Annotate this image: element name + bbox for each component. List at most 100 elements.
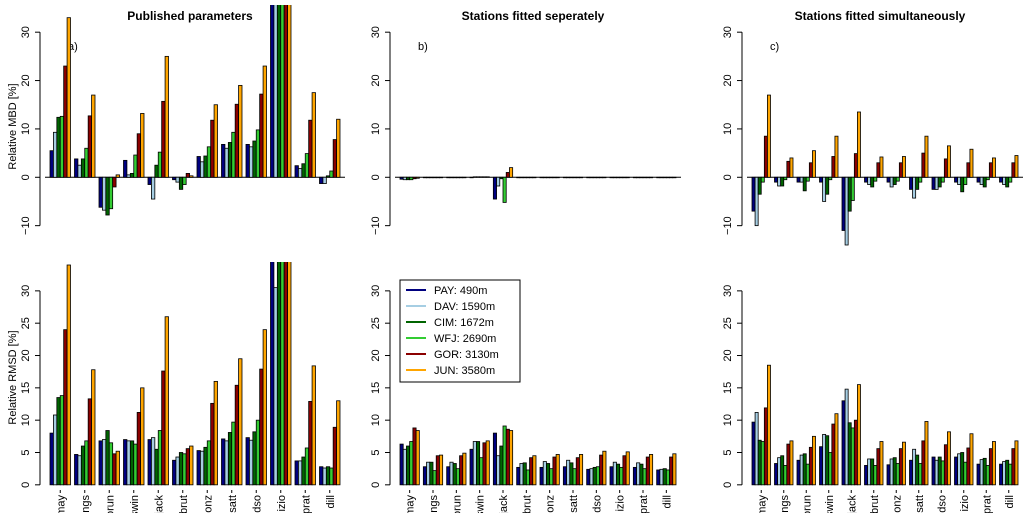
bar [902,442,905,485]
bar [500,446,503,485]
bar [92,370,95,485]
bar [587,469,590,485]
bar [503,177,506,202]
bar [305,154,308,178]
bar [992,442,995,485]
bar [288,252,291,485]
bar [806,177,809,181]
bar [1003,462,1006,485]
bar [298,461,301,485]
y-tick-label: 0 [20,174,32,180]
bar [416,431,419,485]
x-tick-label: izio [615,495,627,512]
bar [225,148,228,177]
bars [400,426,676,485]
x-tick-label: may [405,495,417,513]
bar [99,441,102,485]
x-tick-label: brut [869,495,881,513]
bar [253,141,256,177]
bar [845,389,848,485]
bar [92,95,95,177]
bars [50,3,340,215]
x-tick-label: onz [891,495,903,513]
x-tick-label: idso [251,495,263,513]
bar [842,401,845,485]
y-tick-label: 20 [20,74,32,86]
bar [176,457,179,485]
bar [298,169,301,178]
x-tick-label: idso [591,495,603,513]
bar [626,452,629,485]
x-tick-label: satt [227,495,239,513]
bar [124,440,127,485]
legend-label: GOR: 3130m [434,349,499,361]
bar [137,134,140,178]
bar [893,458,896,485]
bar [75,159,78,177]
bar [925,136,928,177]
bar [517,467,520,484]
bar [941,177,944,182]
bar [179,453,182,485]
bar [842,177,845,230]
bar [874,177,877,181]
bar [141,388,144,485]
bar [877,449,880,485]
bar [151,177,154,199]
y-tick-label: −10 [370,216,382,235]
y-tick-label: 15 [370,382,382,394]
bar [784,177,787,179]
bar [158,431,161,485]
bar [1012,163,1015,178]
bar [281,252,284,485]
bar [281,3,284,177]
bar [305,448,308,485]
bar [78,165,81,177]
bar [235,104,238,177]
bar [400,444,403,485]
bar [620,467,623,484]
bar [413,428,416,485]
bar [190,176,193,177]
bar [983,458,986,485]
bar [137,412,140,484]
bar [295,166,298,178]
bar [958,177,961,184]
bar [758,440,761,485]
bar [829,453,832,485]
bar [781,456,784,485]
bar [486,441,489,485]
x-tick-label: may [756,495,768,513]
bar [271,3,274,177]
bar [922,153,925,177]
bar [165,317,168,485]
bar [764,136,767,177]
bar [550,469,553,485]
bar [64,330,67,485]
bar [274,3,277,177]
bar [470,449,473,485]
bar [102,440,105,485]
bar [116,175,119,177]
x-tick-label: orun [451,495,463,513]
bar [880,442,883,485]
y-tick-label: 15 [20,382,32,394]
bar [610,467,613,485]
bar [787,161,790,177]
x-tick-label: dill [325,495,337,508]
bar [809,163,812,178]
bar [85,441,88,485]
bar [932,457,935,485]
bar [563,467,566,485]
x-tick-label: brut [178,495,190,513]
bar [767,95,770,177]
bar [755,177,758,225]
bar [256,130,259,177]
bar [271,252,274,485]
bar [1009,177,1012,182]
bar [207,147,210,177]
bar [526,470,529,485]
bar [874,465,877,484]
bar [106,431,109,485]
